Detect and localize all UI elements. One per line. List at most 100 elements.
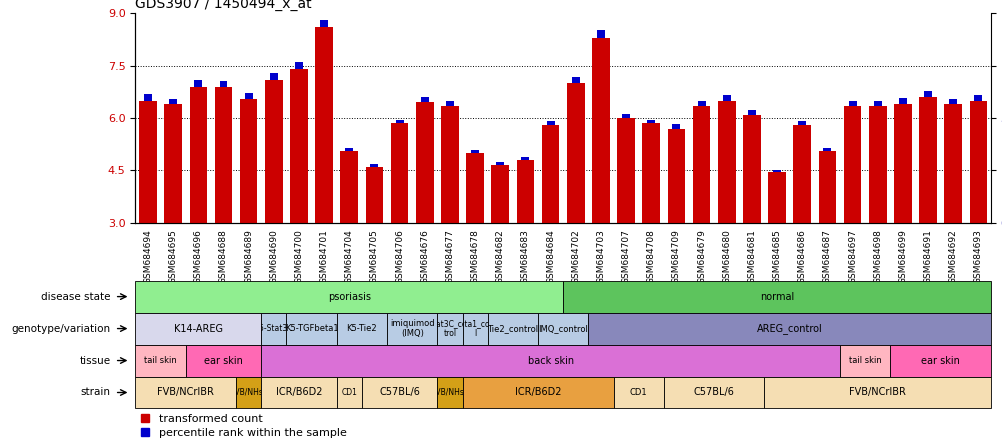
FancyBboxPatch shape [462, 313, 487, 345]
Bar [546, 121, 554, 125]
Text: tissue: tissue [79, 356, 110, 365]
Text: AREG_control: AREG_control [757, 323, 822, 334]
FancyBboxPatch shape [135, 345, 185, 377]
FancyBboxPatch shape [613, 377, 663, 408]
Bar [843, 106, 861, 223]
Text: K5-Stat3C: K5-Stat3C [255, 324, 293, 333]
Text: disease state: disease state [41, 292, 110, 301]
Bar [315, 27, 333, 223]
Text: K5-Tie2: K5-Tie2 [347, 324, 377, 333]
Bar [773, 170, 781, 172]
Bar [189, 87, 207, 223]
Text: ICR/B6D2: ICR/B6D2 [276, 388, 322, 397]
Bar [270, 73, 278, 79]
Text: CD1: CD1 [629, 388, 647, 397]
Text: tail skin: tail skin [144, 356, 176, 365]
Text: ICR/B6D2: ICR/B6D2 [514, 388, 561, 397]
FancyBboxPatch shape [261, 313, 287, 345]
Text: K5-TGFbeta1: K5-TGFbeta1 [285, 324, 338, 333]
Bar [944, 104, 961, 223]
Bar [219, 81, 227, 87]
Text: strain: strain [81, 388, 110, 397]
Text: GDS3907 / 1450494_x_at: GDS3907 / 1450494_x_at [135, 0, 312, 11]
Text: Stat3C_con
trol: Stat3C_con trol [428, 319, 471, 338]
Bar [144, 95, 151, 101]
Text: tail skin: tail skin [848, 356, 881, 365]
FancyBboxPatch shape [462, 377, 613, 408]
Bar [441, 106, 458, 223]
FancyBboxPatch shape [487, 313, 537, 345]
Bar [717, 101, 734, 223]
FancyBboxPatch shape [663, 377, 764, 408]
Bar [391, 123, 408, 223]
FancyBboxPatch shape [537, 313, 588, 345]
Bar [244, 93, 253, 99]
Bar [646, 120, 654, 123]
FancyBboxPatch shape [764, 377, 990, 408]
Text: CD1: CD1 [341, 388, 357, 397]
Bar [692, 106, 709, 223]
Bar [667, 129, 684, 223]
Text: psoriasis: psoriasis [328, 292, 371, 301]
Text: Tie2_control: Tie2_control [487, 324, 538, 333]
Bar [642, 123, 659, 223]
Bar [421, 97, 428, 103]
FancyBboxPatch shape [135, 313, 261, 345]
Bar [948, 99, 956, 104]
Text: ear skin: ear skin [920, 356, 959, 365]
Bar [194, 80, 202, 87]
Text: C57BL/6: C57BL/6 [693, 388, 733, 397]
Bar [621, 114, 629, 118]
FancyBboxPatch shape [437, 313, 462, 345]
Text: C57BL/6: C57BL/6 [379, 388, 420, 397]
Bar [596, 30, 604, 38]
FancyBboxPatch shape [261, 345, 839, 377]
Bar [898, 98, 906, 104]
FancyBboxPatch shape [890, 345, 990, 377]
Bar [395, 120, 403, 123]
Bar [747, 111, 756, 115]
FancyBboxPatch shape [337, 313, 387, 345]
Text: genotype/variation: genotype/variation [12, 324, 110, 333]
FancyBboxPatch shape [839, 345, 890, 377]
Bar [823, 148, 831, 151]
Bar [974, 95, 981, 101]
Text: back skin: back skin [527, 356, 573, 365]
FancyBboxPatch shape [135, 281, 563, 313]
Bar [139, 101, 156, 223]
Text: FVB/NCrIBR: FVB/NCrIBR [849, 388, 905, 397]
Bar [164, 104, 181, 223]
Text: FVB/NHsd: FVB/NHsd [229, 388, 268, 397]
FancyBboxPatch shape [362, 377, 437, 408]
Text: FVB/NHsd: FVB/NHsd [431, 388, 468, 397]
Bar [446, 101, 454, 106]
Bar [571, 77, 579, 83]
FancyBboxPatch shape [261, 377, 337, 408]
FancyBboxPatch shape [337, 377, 362, 408]
Bar [818, 151, 836, 223]
Bar [214, 87, 232, 223]
Bar [793, 125, 811, 223]
Bar [697, 101, 704, 106]
Bar [521, 157, 529, 160]
Bar [541, 125, 559, 223]
Bar [466, 153, 483, 223]
Text: FVB/NCrIBR: FVB/NCrIBR [157, 388, 214, 397]
Text: normal: normal [760, 292, 794, 301]
Text: IMQ_control: IMQ_control [538, 324, 587, 333]
Bar [923, 91, 931, 97]
Bar [848, 101, 856, 106]
Bar [969, 101, 986, 223]
Bar [722, 95, 730, 101]
FancyBboxPatch shape [287, 313, 337, 345]
FancyBboxPatch shape [387, 313, 437, 345]
Bar [873, 101, 881, 106]
Bar [768, 172, 786, 223]
Bar [320, 20, 328, 27]
Bar [340, 151, 358, 223]
Text: K14-AREG: K14-AREG [173, 324, 222, 333]
Bar [798, 121, 806, 125]
Bar [239, 99, 258, 223]
Bar [496, 163, 504, 165]
Bar [868, 106, 886, 223]
